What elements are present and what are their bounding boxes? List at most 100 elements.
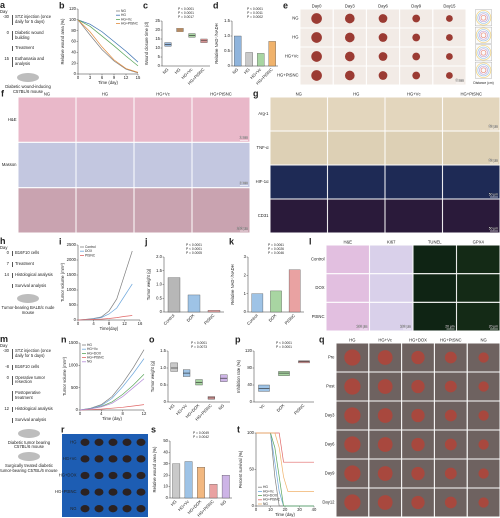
image-tile: [134, 142, 192, 188]
panel-label: a: [0, 0, 6, 10]
line-series: [77, 283, 133, 321]
image-tile: [401, 372, 435, 401]
y-tick-label: 10: [163, 484, 168, 489]
wound-or-tumor: [444, 380, 457, 393]
image-tile: [456, 302, 500, 331]
x-tick-label: DOX: [268, 313, 278, 323]
y-tick-label: 0.5: [156, 295, 162, 300]
wound-or-tumor: [444, 496, 457, 509]
y-tick-label: 0: [166, 495, 169, 500]
x-tick-label: Vc: [258, 403, 265, 410]
annotation: P = 0.0061: [268, 243, 284, 247]
wound-or-tumor: [80, 471, 90, 480]
legend-label: HG+Vc: [121, 17, 132, 21]
wound-or-tumor: [108, 471, 118, 480]
annotation: P < 0.0001: [178, 7, 194, 11]
x-tick-label: 10: [268, 507, 273, 512]
bar: [167, 277, 181, 313]
x-tick-label: 0: [77, 75, 80, 80]
wound-or-tumor: [344, 407, 361, 424]
y-tick-label: 2: [244, 272, 247, 277]
trace-ring: [475, 10, 492, 26]
x-axis-label: Time (day): [98, 80, 118, 85]
x-tick-label: 12: [142, 411, 147, 416]
legend-label: HG: [121, 13, 126, 17]
wound-or-tumor: [344, 349, 361, 366]
scale-bar-label: 5 mm: [456, 78, 464, 82]
bar: [172, 463, 181, 499]
wound-or-tumor: [444, 467, 457, 480]
image-tile: [369, 245, 413, 274]
annotation: P < 0.0001: [247, 7, 263, 11]
y-tick-label: 1500: [67, 272, 77, 277]
x-axis-label: Time (day): [102, 416, 122, 421]
legend-label: NG: [87, 360, 92, 364]
annotation: P = 0.0049: [193, 431, 209, 435]
event-day: 0: [6, 374, 9, 380]
row-label: PtSNC: [312, 314, 325, 319]
trace-ring: [477, 29, 490, 42]
row-label: HG+Vc: [285, 54, 299, 59]
wound-or-tumor: [136, 455, 146, 463]
event-day: -8: [5, 363, 9, 369]
panel-label: i: [59, 236, 62, 246]
x-axis-label: Time (day): [275, 512, 295, 517]
legend-label: HG+PtSNC: [263, 498, 281, 502]
wound-or-tumor: [344, 32, 355, 43]
image-tile: [369, 302, 413, 331]
wound-or-tumor: [478, 381, 489, 392]
column-label: HG+Vc: [156, 92, 170, 97]
y-tick-label: 0.5: [160, 382, 166, 387]
y-tick-label: 2.0: [156, 254, 162, 259]
bar: [184, 461, 193, 499]
panel-label: l: [309, 236, 312, 246]
y-axis-label: Tumor weight (g): [146, 268, 151, 300]
caption: Diabetic tumor bearing C57BL/6 mouse: [7, 439, 51, 450]
event-text: Treatment: [12, 46, 34, 52]
y-tick-label: 0: [74, 71, 77, 76]
x-axis-label: Time(day): [100, 326, 119, 331]
x-tick-label: 16: [138, 321, 143, 326]
image-tile: [270, 199, 328, 233]
column-label: GPX4: [473, 240, 485, 245]
wound-or-tumor: [311, 32, 322, 43]
x-tick-label: HG: [243, 67, 251, 75]
annotation: P < 0.0001: [186, 247, 202, 251]
wound-or-tumor: [412, 71, 421, 80]
trace-ring: [475, 27, 492, 43]
image-tile: [134, 187, 192, 233]
y-tick-label: 0: [164, 399, 167, 404]
event-day: [0, 284, 12, 289]
wound-or-tumor: [136, 438, 146, 446]
wound-or-tumor: [344, 51, 355, 62]
x-tick-label: 40: [312, 507, 317, 512]
event-day: 15: [4, 56, 9, 62]
line-series: [79, 404, 145, 411]
y-axis-label: Tumor volume (mm³): [60, 262, 65, 302]
y-axis-label: Inhibition rate (%): [236, 359, 241, 392]
line-series: [77, 19, 139, 63]
wound-or-tumor: [122, 455, 132, 463]
mouse-icon: [17, 72, 39, 82]
annotation: P < 0.0001: [191, 341, 207, 345]
bar: [288, 269, 301, 313]
wound-or-tumor: [344, 70, 355, 81]
column-label: NG: [480, 338, 486, 343]
wound-or-tumor: [411, 379, 425, 394]
x-tick-label: 4: [92, 321, 95, 326]
wound-or-tumor: [108, 505, 118, 513]
wound-or-tumor: [377, 495, 393, 510]
wound-or-tumor: [80, 438, 90, 446]
timeline-event: 0 B16F10 cells: [0, 250, 56, 256]
row-label: Masson: [2, 162, 17, 167]
x-tick-label: NG: [217, 403, 225, 411]
y-tick-label: 2000: [67, 257, 77, 262]
image-tile: [76, 187, 134, 233]
trace-ring: [480, 32, 487, 39]
wound-or-tumor: [411, 466, 425, 481]
event-text: Histological analysis: [12, 406, 53, 412]
x-tick-label: NG: [231, 67, 239, 75]
image-tile: [327, 165, 385, 199]
column-label: Day6: [378, 4, 388, 9]
bar: [207, 310, 221, 313]
